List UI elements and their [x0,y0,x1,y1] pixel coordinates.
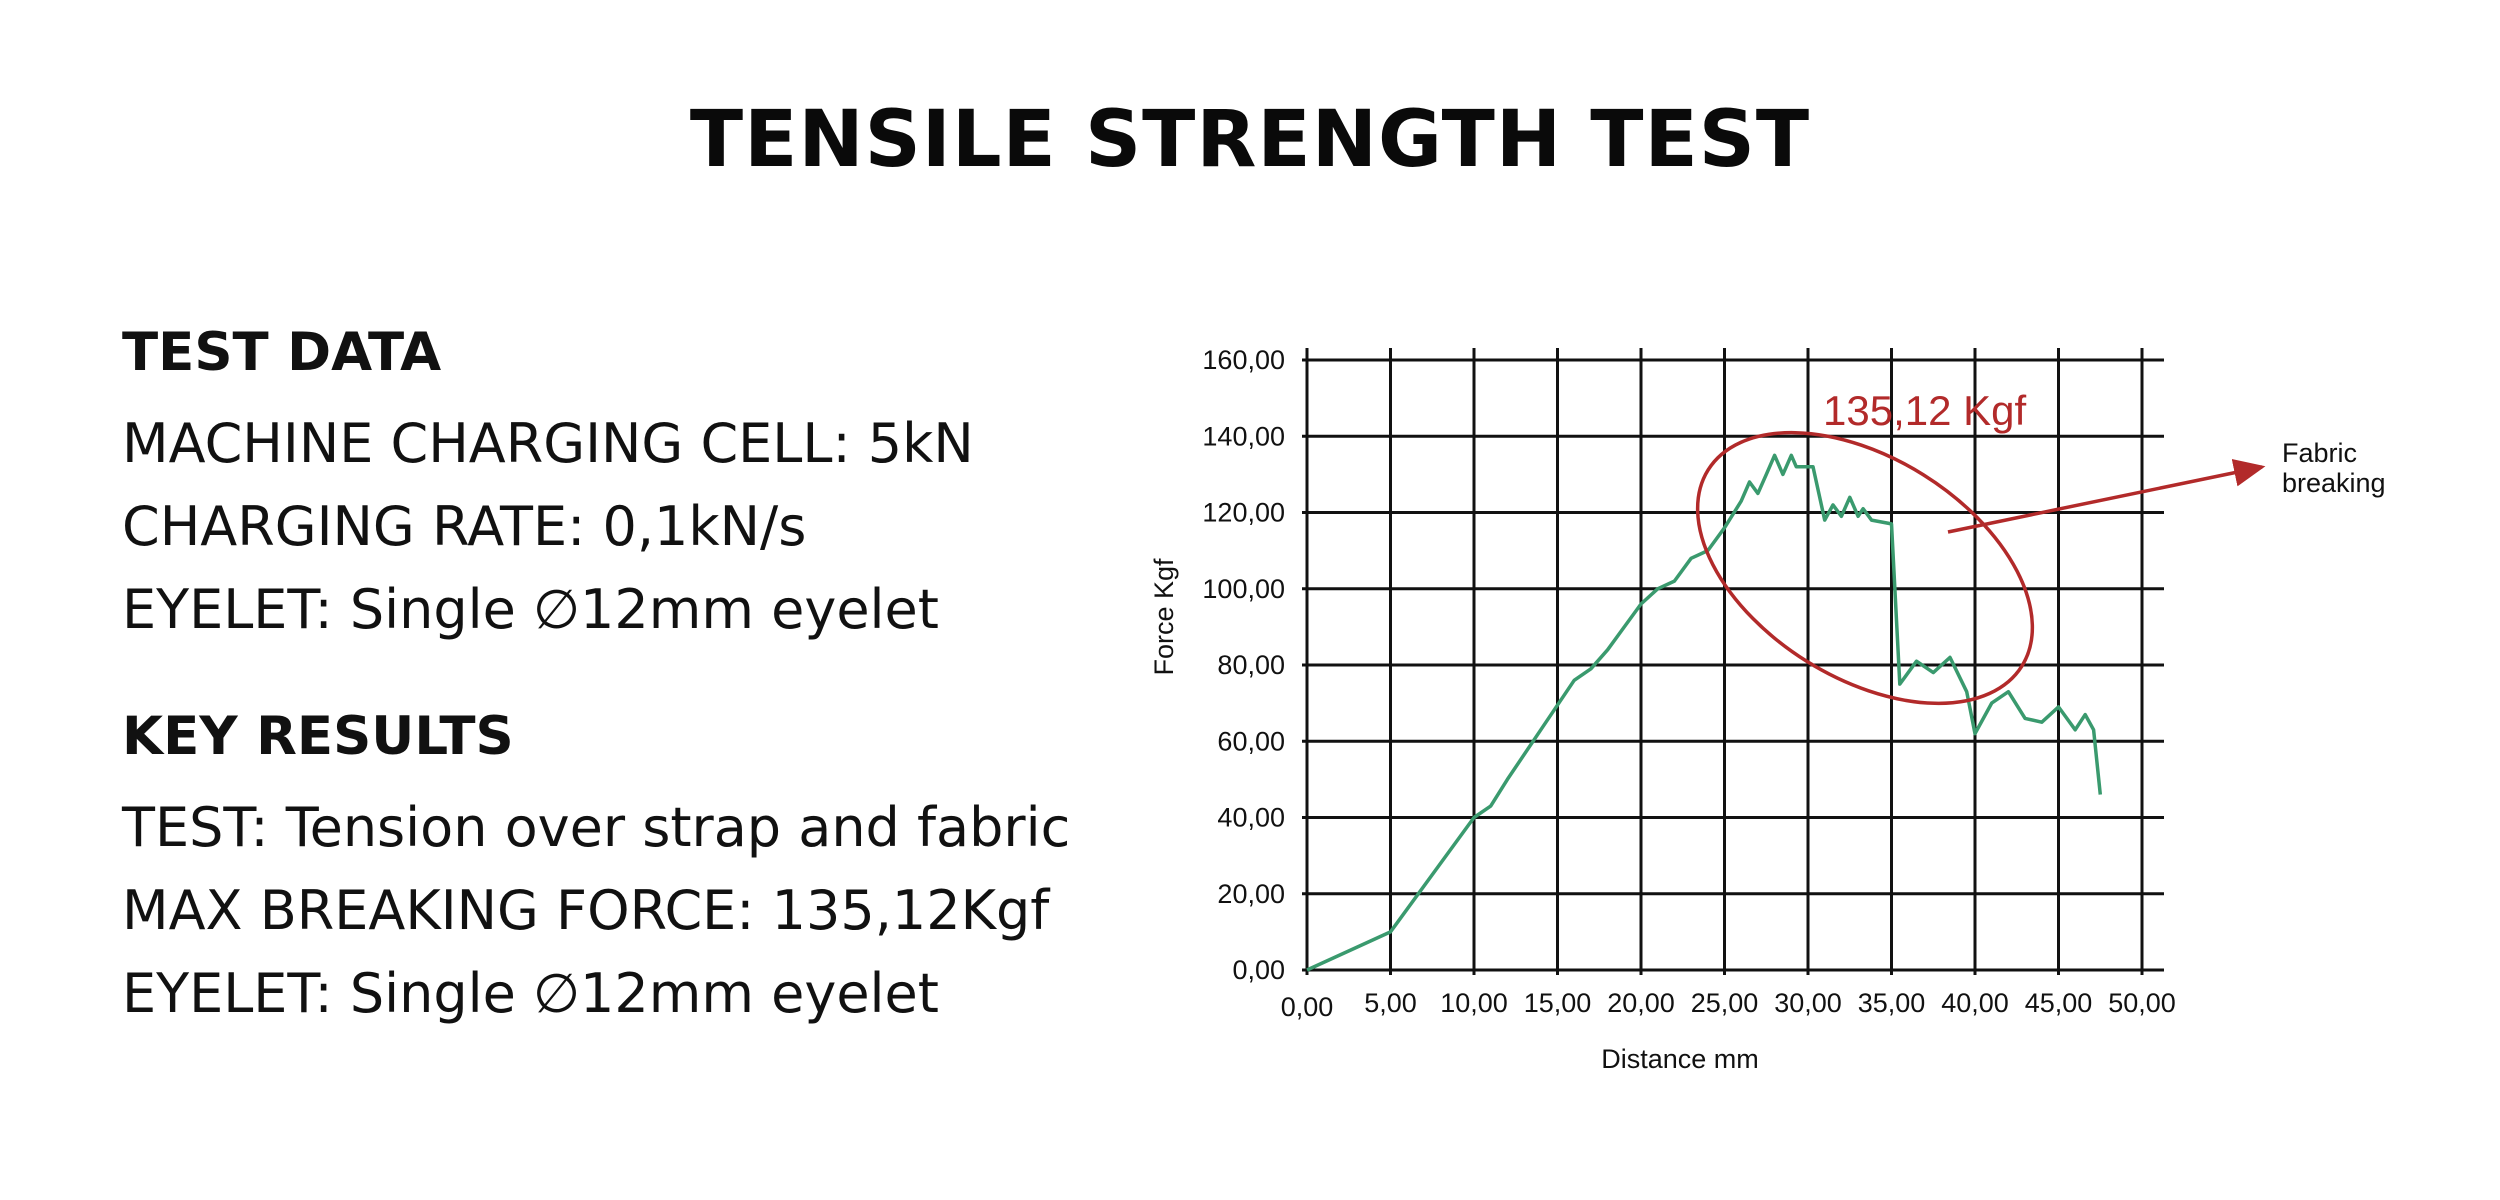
force-series-line [1306,453,2103,972]
x-axis-label: Distance mm [1601,1044,1759,1074]
fabric-breaking-label-line1: Fabric [2282,438,2357,468]
x-tick-label: 50,00 [2108,988,2176,1018]
x-tick-label: 40,00 [1941,988,2009,1018]
fabric-breaking-label-line2: breaking [2282,468,2386,498]
fabric-breaking-arrow [1947,458,2266,534]
x-tick-label: 45,00 [2025,988,2093,1018]
peak-force-label: 135,12 Kgf [1823,387,2027,434]
page-title: TENSILE STRENGTH TEST [689,95,1811,185]
chart-tick-labels: 0,00 5,00 10,00 15,00 20,00 25,00 30,00 35,00 40… [1202,345,2175,1022]
test-data-line-charging-rate: CHARGING RATE: 0,1kN/s [122,495,807,558]
x-tick-label: 25,00 [1691,988,1759,1018]
y-tick-label: 140,00 [1202,421,1285,451]
y-tick-label: 160,00 [1202,345,1285,375]
key-results-line-test: TEST: Tension over strap and fabric [122,796,1071,859]
key-results-line-max-force: MAX BREAKING FORCE: 135,12Kgf [122,879,1050,942]
key-results-line-eyelet: EYELET: Single ∅12mm eyelet [122,962,939,1025]
x-tick-label: 35,00 [1858,988,1926,1018]
x-tick-label: 0,00 [1281,992,1334,1022]
x-tick-label: 10,00 [1440,988,1508,1018]
x-tick-label: 30,00 [1774,988,1842,1018]
chart-grid [1302,348,2164,975]
test-data-line-machine-cell: MACHINE CHARGING CELL: 5kN [122,412,974,475]
y-tick-label: 100,00 [1202,574,1285,604]
x-tick-label: 5,00 [1364,988,1417,1018]
y-tick-label: 60,00 [1217,726,1285,756]
test-data-line-eyelet: EYELET: Single ∅12mm eyelet [122,578,939,641]
y-tick-label: 20,00 [1217,879,1285,909]
fabric-breaking-ellipse [1695,430,2035,706]
x-tick-label: 20,00 [1607,988,1675,1018]
y-tick-label: 0,00 [1232,955,1285,985]
y-tick-label: 40,00 [1217,803,1285,833]
x-tick-label: 15,00 [1524,988,1592,1018]
test-data-heading: TEST DATA [122,322,442,383]
key-results-heading: KEY RESULTS [122,706,514,767]
y-axis-label: Force Kgf [1149,558,1179,676]
y-tick-label: 80,00 [1217,650,1285,680]
y-tick-label: 120,00 [1202,498,1285,528]
